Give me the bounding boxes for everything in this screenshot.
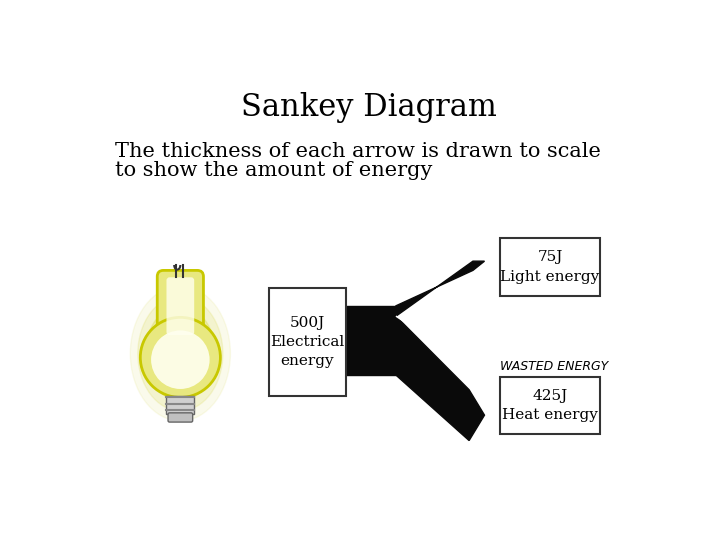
FancyBboxPatch shape (500, 238, 600, 296)
Polygon shape (396, 316, 485, 441)
Ellipse shape (138, 296, 223, 411)
Circle shape (140, 318, 220, 397)
Polygon shape (346, 306, 396, 375)
FancyBboxPatch shape (166, 396, 194, 414)
Text: The thickness of each arrow is drawn to scale: The thickness of each arrow is drawn to … (115, 142, 600, 161)
Text: 425J
Heat energy: 425J Heat energy (502, 389, 598, 422)
Circle shape (151, 330, 210, 389)
FancyBboxPatch shape (269, 288, 346, 396)
Text: Sankey Diagram: Sankey Diagram (241, 92, 497, 123)
Ellipse shape (153, 316, 208, 390)
FancyBboxPatch shape (168, 413, 193, 422)
Text: 75J
Light energy: 75J Light energy (500, 250, 600, 284)
FancyBboxPatch shape (157, 271, 204, 340)
Text: to show the amount of energy: to show the amount of energy (115, 161, 432, 180)
Polygon shape (396, 261, 485, 316)
FancyBboxPatch shape (166, 278, 194, 335)
Polygon shape (396, 316, 442, 347)
Ellipse shape (145, 306, 215, 401)
Ellipse shape (130, 286, 230, 421)
Text: 500J
Electrical
energy: 500J Electrical energy (270, 315, 345, 368)
Text: WASTED ENERGY: WASTED ENERGY (500, 360, 608, 373)
FancyBboxPatch shape (500, 377, 600, 434)
